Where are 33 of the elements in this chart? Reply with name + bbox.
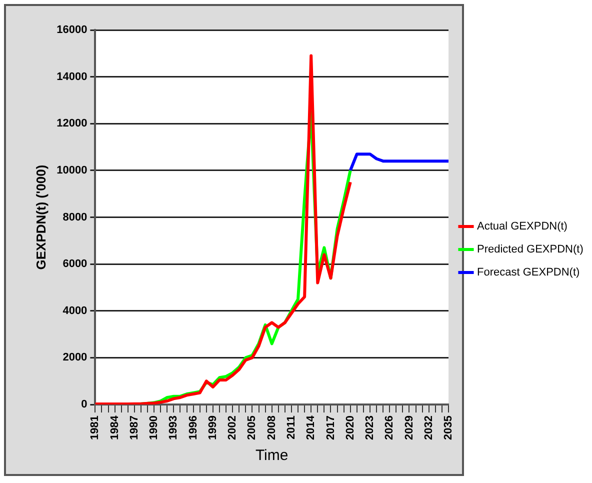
x-tick-label: 2011	[286, 416, 298, 440]
x-tick-label: 2023	[364, 416, 376, 440]
y-tick-label: 8000	[62, 211, 88, 224]
x-tick-label: 2020	[344, 416, 356, 440]
legend-label: Predicted GEXPDN(t)	[477, 244, 584, 256]
y-tick-label: 16000	[56, 24, 88, 36]
x-tick-label: 2035	[442, 416, 455, 440]
x-tick-label: 2026	[384, 416, 396, 440]
y-tick-label: 14000	[56, 70, 88, 83]
y-tick-label: 12000	[56, 118, 88, 130]
x-tick-label: 2002	[226, 416, 239, 440]
x-tick-label: 1999	[206, 416, 219, 440]
x-tick-label: 1990	[148, 416, 160, 440]
x-tick-label: 2017	[324, 416, 337, 440]
y-tick-label: 2000	[62, 352, 88, 364]
x-tick-label: 2005	[246, 416, 258, 440]
y-tick-label: 4000	[62, 304, 88, 317]
x-tick-label: 1987	[128, 416, 140, 440]
x-tick-label: 1984	[108, 414, 121, 440]
y-tick-label: 6000	[62, 258, 88, 270]
x-axis-title: Time	[255, 447, 288, 464]
x-tick-label: 1981	[89, 416, 102, 440]
legend-label: Forecast GEXPDN(t)	[477, 266, 580, 279]
x-tick-label: 2029	[403, 416, 416, 440]
x-tick-label: 1993	[168, 416, 180, 440]
x-tick-label: 1996	[187, 416, 200, 440]
y-tick-label: 10000	[56, 164, 88, 176]
x-tick-label: 2032	[422, 416, 435, 440]
legend-label: Actual GEXPDN(t)	[477, 220, 568, 233]
x-tick-label: 2008	[266, 416, 278, 440]
y-tick-label: 0	[81, 398, 88, 411]
y-axis-title: GEXPDN(t) ('000)	[33, 164, 48, 270]
x-tick-label: 2014	[305, 414, 318, 440]
